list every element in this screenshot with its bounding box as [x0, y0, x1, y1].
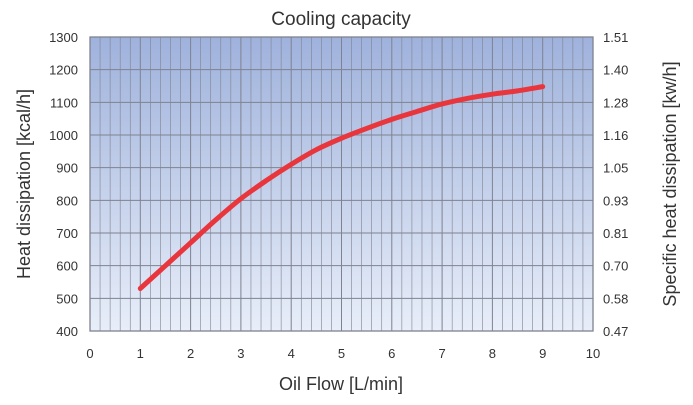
major-gridlines — [90, 37, 593, 331]
x-tick-label: 6 — [388, 346, 395, 361]
x-tick-label: 8 — [489, 346, 496, 361]
x-tick-label: 5 — [338, 346, 345, 361]
chart-title: Cooling capacity — [271, 9, 411, 30]
y-tick-label: 600 — [56, 259, 78, 274]
plot-border — [89, 36, 594, 332]
x-tick-label: 0 — [86, 346, 93, 361]
x-tick-label: 1 — [137, 346, 144, 361]
y-tick-labels: 400 500 600 700 800 900 1000 1100 1200 1300 — [49, 30, 78, 339]
x-tick-label: 4 — [288, 346, 295, 361]
x-tick-label: 3 — [237, 346, 244, 361]
x-tick-label: 7 — [438, 346, 445, 361]
x-tick-label: 2 — [187, 346, 194, 361]
y2-tick-label: 0.58 — [603, 291, 628, 306]
y-tick-label: 700 — [56, 226, 78, 241]
y-axis-title: Heat dissipation [kcal/h] — [14, 89, 34, 279]
y-tick-label: 400 — [56, 324, 78, 339]
y-tick-label: 1100 — [50, 95, 78, 110]
y2-tick-label: 0.93 — [603, 193, 628, 208]
y-tick-label: 1300 — [49, 30, 78, 45]
y-tick-label: 1000 — [49, 128, 78, 143]
y2-tick-label: 1.40 — [603, 63, 628, 78]
x-tick-label: 9 — [539, 346, 546, 361]
y-tick-label: 500 — [56, 291, 78, 306]
x-axis-title: Oil Flow [L/min] — [279, 374, 403, 394]
y-tick-label: 800 — [56, 193, 78, 208]
y-tick-label: 900 — [56, 161, 78, 176]
series-line — [137, 84, 546, 292]
series-layer — [137, 84, 546, 292]
x-tick-label: 10 — [586, 346, 600, 361]
y2-tick-label: 0.81 — [603, 226, 628, 241]
y2-tick-label: 0.47 — [603, 324, 628, 339]
y2-tick-label: 0.70 — [603, 259, 628, 274]
x-tick-labels: 0 1 2 3 4 5 6 7 8 9 10 — [86, 346, 600, 361]
y2-axis-title: Specific heat dissipation [kw/h] — [660, 61, 680, 306]
y2-tick-labels: 0.47 0.58 0.70 0.81 0.93 1.05 1.16 1.28 1.40 1.51 — [603, 30, 628, 339]
y2-tick-label: 1.51 — [603, 30, 628, 45]
y2-tick-label: 1.16 — [603, 128, 628, 143]
y-tick-label: 1200 — [49, 63, 78, 78]
minor-gridlines — [99, 37, 584, 331]
y2-tick-label: 1.05 — [603, 161, 628, 176]
y2-tick-label: 1.28 — [603, 95, 628, 110]
